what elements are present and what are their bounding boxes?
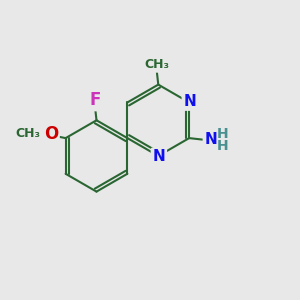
Text: CH₃: CH₃ [16, 128, 41, 140]
Text: N: N [183, 94, 196, 109]
Text: H: H [216, 127, 228, 141]
Text: CH₃: CH₃ [144, 58, 169, 71]
Text: F: F [89, 92, 101, 110]
Text: N: N [152, 149, 165, 164]
Text: O: O [44, 125, 58, 143]
Text: N: N [205, 132, 217, 147]
Text: H: H [216, 139, 228, 153]
